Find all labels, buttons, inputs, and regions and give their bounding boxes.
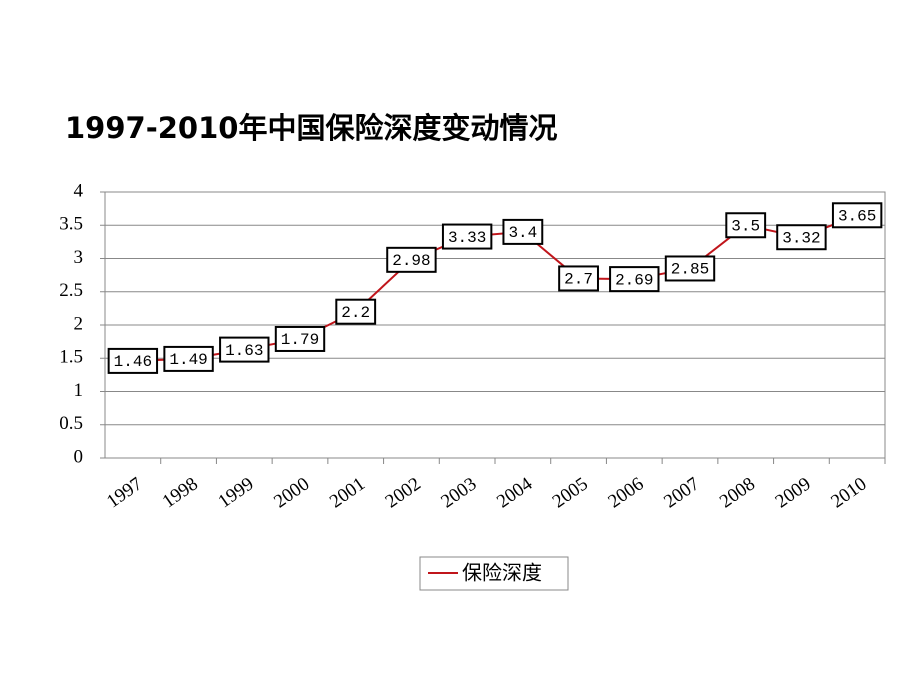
value-label: 1.46 [114,353,152,371]
value-label: 1.49 [169,351,207,369]
value-label: 3.32 [782,229,820,247]
value-label: 3.65 [838,207,876,225]
value-label-group: 3.65 [831,202,883,229]
value-label-group: 2.2 [335,298,377,325]
value-label-box [776,224,827,251]
value-label-box [441,223,493,250]
value-label: 3.33 [448,229,486,247]
y-tick-label: 4 [74,180,84,201]
value-label-group: 2.69 [609,266,660,293]
value-label-group: 3.4 [502,218,544,245]
value-label-box [725,212,767,239]
value-label-box [558,265,599,292]
y-tick-label: 3 [74,247,84,268]
y-tick-label: 3.5 [59,214,83,235]
value-label-box [335,298,377,325]
y-tick-label: 0 [74,446,84,467]
legend-label: 保险深度 [462,561,542,585]
value-label-group: 2.98 [386,246,437,273]
value-label-group: 2.85 [664,255,716,282]
value-label: 3.5 [731,217,760,235]
value-label-box [274,325,326,352]
value-label-box [386,246,437,273]
value-label: 2.98 [392,252,430,270]
chart-title: 1997-2010年中国保险深度变动情况 [65,111,557,145]
value-label: 3.4 [508,224,537,242]
value-label-group: 1.79 [274,325,326,352]
value-label: 2.2 [341,304,370,322]
value-label-box [831,202,883,229]
value-label: 2.69 [615,271,653,289]
value-label-box [609,266,660,293]
value-label: 2.85 [671,261,709,279]
value-label-box [502,218,544,245]
value-label-box [163,345,214,372]
y-tick-label: 2.5 [59,280,83,301]
value-label-box [219,336,270,363]
value-label-group: 1.49 [163,345,214,372]
value-label-box [664,255,716,282]
y-tick-label: 0.5 [59,413,83,434]
value-label: 2.7 [564,271,593,289]
value-label-group: 3.32 [776,224,827,251]
y-tick-label: 1.5 [59,347,83,368]
value-label: 1.79 [281,331,319,349]
value-label-group: 2.7 [558,265,599,292]
value-label-box [107,347,159,374]
value-label-group: 1.63 [219,336,270,363]
y-tick-label: 1 [74,380,84,401]
value-label-group: 3.5 [725,212,767,239]
value-label: 1.63 [225,342,263,360]
value-label-group: 1.46 [107,347,159,374]
value-label-group: 3.33 [441,223,493,250]
y-tick-label: 2 [74,313,84,334]
